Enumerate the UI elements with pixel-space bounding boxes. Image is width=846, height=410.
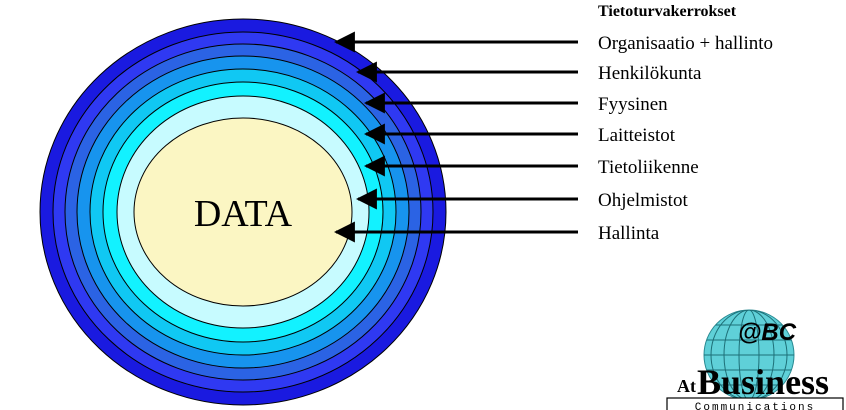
layer-arrows (333, 31, 578, 243)
legend-title: Tietoturvakerrokset (598, 3, 737, 20)
data-core (133, 117, 353, 307)
layer-label-5: Tietoliikenne (598, 157, 699, 178)
layer-labels: Organisaatio + hallinto Henkilökunta Fyysi… (598, 33, 773, 244)
logo-abc: @BC (738, 319, 797, 346)
layer-label-3: Fyysinen (598, 94, 668, 115)
logo-brand: Business (697, 362, 829, 402)
logo-at: At (677, 376, 696, 396)
center-label: DATA (194, 193, 293, 235)
layer-label-1: Organisaatio + hallinto (598, 33, 773, 54)
layer-label-6: Ohjelmistot (598, 190, 688, 211)
logo-tagline-box (666, 397, 844, 410)
globe-icon (703, 309, 795, 401)
layer-label-2: Henkilökunta (598, 63, 702, 84)
layer-label-7: Hallinta (598, 223, 660, 244)
atbusiness-logo: @BC At Business Communications (666, 309, 844, 410)
logo-tagline: Communications (695, 402, 815, 410)
layer-label-4: Laitteistot (598, 125, 676, 146)
